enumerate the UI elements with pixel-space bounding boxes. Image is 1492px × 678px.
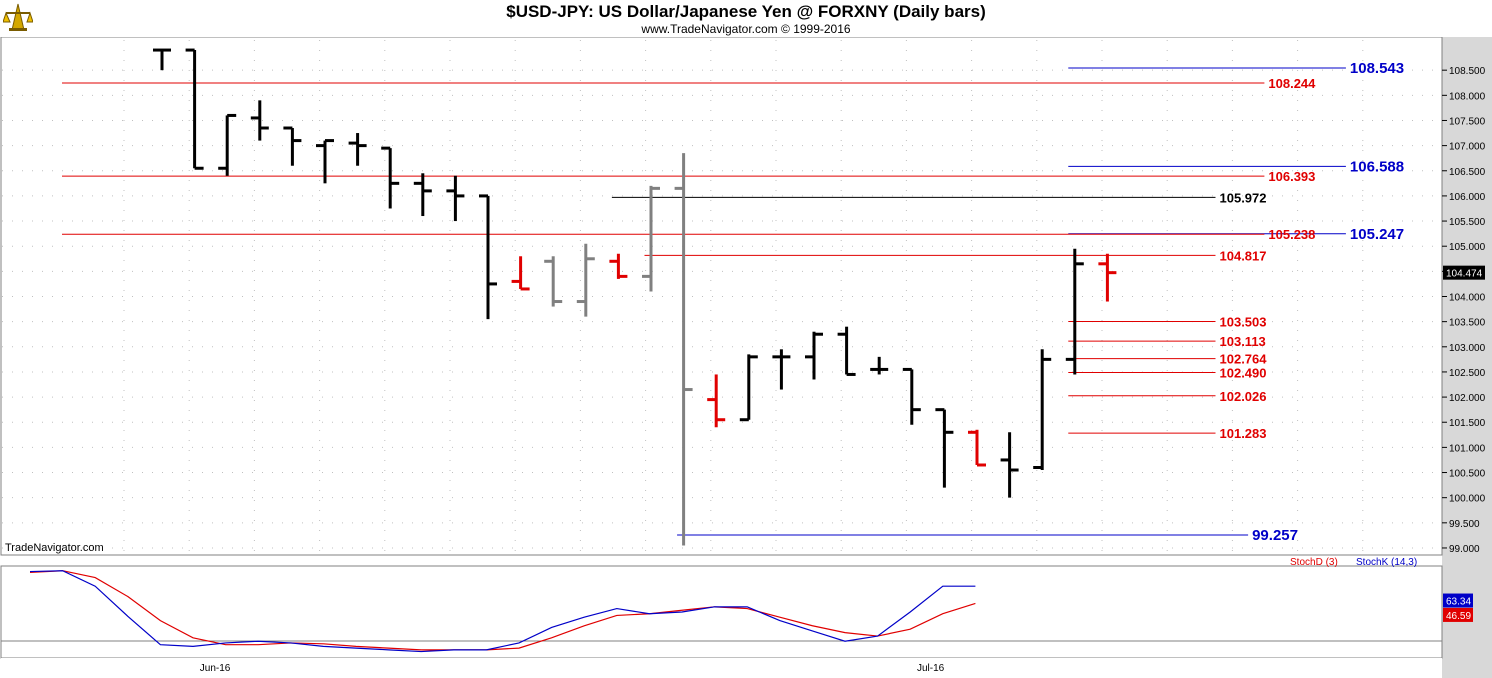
ohlc-bar (674, 153, 693, 546)
ohlc-bar (348, 133, 367, 166)
y-tick-label: 99.000 (1449, 544, 1480, 555)
ohlc-bar (381, 146, 400, 209)
ohlc-bar (218, 113, 237, 176)
ohlc-bar (1098, 253, 1117, 302)
y-tick-label: 104.000 (1449, 293, 1486, 304)
level-label: 108.244 (1268, 76, 1316, 91)
level-label: 106.588 (1350, 158, 1404, 175)
y-tick-label: 108.000 (1449, 91, 1486, 102)
stoch-k-value: 63.34 (1446, 597, 1471, 608)
level-label: 103.113 (1220, 334, 1266, 349)
y-tick-label: 106.000 (1449, 192, 1486, 203)
ohlc-bar (1033, 349, 1052, 471)
ohlc-bar (968, 429, 986, 467)
level-label: 105.247 (1350, 226, 1404, 243)
ohlc-bar (479, 194, 497, 320)
ohlc-bar (511, 256, 530, 291)
ohlc-bar (250, 100, 269, 141)
chart-subtitle: www.TradeNavigator.com © 1999-2016 (641, 22, 851, 36)
level-label: 101.283 (1220, 426, 1267, 441)
ohlc-bar (772, 349, 791, 390)
stochastic-lines: 63.34 46.59 (29, 570, 1473, 653)
ohlc-bar (185, 48, 204, 170)
date-axis-ticks: Jun-16 Jul-16 (200, 663, 945, 674)
ohlc-bar (413, 173, 432, 217)
ohlc-bar (805, 331, 823, 380)
y-tick-label: 107.000 (1449, 142, 1486, 153)
y-tick-label: 106.500 (1449, 167, 1486, 178)
legend-stoch-k: StochK (14,3) (1356, 557, 1417, 568)
ohlc-bar (902, 367, 921, 425)
tradenavigator-logo-icon (3, 3, 33, 31)
legend-stoch-d: StochD (3) (1290, 557, 1338, 568)
y-tick-label: 99.500 (1449, 519, 1480, 530)
stoch-d-value: 46.59 (1446, 611, 1471, 622)
y-tick-label: 102.000 (1449, 393, 1486, 404)
x-tick-label: Jun-16 (200, 663, 231, 674)
ohlc-bar (935, 408, 954, 488)
ohlc-bar (870, 356, 889, 375)
chart-title: $USD-JPY: US Dollar/Japanese Yen @ FORXN… (506, 2, 986, 21)
ohlc-bar (739, 354, 758, 422)
ohlc-bar (1000, 432, 1019, 498)
level-label: 103.503 (1220, 314, 1267, 329)
y-tick-label: 101.500 (1449, 418, 1486, 429)
level-label: 104.817 (1220, 248, 1267, 263)
y-tick-label: 107.500 (1449, 116, 1486, 127)
y-tick-label: 100.000 (1449, 494, 1486, 505)
ohlc-bar (316, 139, 334, 184)
level-label: 102.490 (1220, 365, 1267, 380)
level-label: 102.764 (1220, 352, 1268, 367)
y-tick-label: 103.500 (1449, 318, 1486, 329)
stoch-k-value-box (1443, 593, 1473, 608)
y-tick-label: 108.500 (1449, 66, 1486, 77)
level-label: 105.238 (1268, 227, 1315, 242)
ohlc-bar (544, 256, 563, 307)
y-tick-label: 100.500 (1449, 469, 1486, 480)
y-tick-label: 103.000 (1449, 343, 1486, 354)
ohlc-bar (837, 326, 856, 376)
last-price-box (1443, 265, 1485, 280)
ohlc-bar (283, 126, 302, 166)
ohlc-bar (707, 374, 726, 428)
ohlc-bar (609, 253, 628, 279)
x-tick-label: Jul-16 (917, 663, 945, 674)
level-label: 105.972 (1220, 190, 1267, 205)
y-tick-label: 102.500 (1449, 368, 1486, 379)
level-label: 102.026 (1220, 389, 1267, 404)
watermark: TradeNavigator.com (5, 542, 104, 554)
stoch-d-line (29, 570, 976, 651)
stoch-d-value-box (1443, 607, 1473, 622)
y-tick-label: 105.500 (1449, 217, 1486, 228)
ohlc-bar (1065, 248, 1084, 375)
ohlc-bar (153, 48, 171, 71)
stoch-k-line (29, 570, 976, 653)
level-label: 99.257 (1252, 527, 1298, 544)
ohlc-bar (446, 175, 465, 222)
last-price-label: 104.474 (1446, 269, 1483, 280)
right-margin (1442, 37, 1492, 678)
price-panel (0, 36, 1443, 556)
price-bars (153, 48, 1117, 546)
date-axis (1, 658, 1442, 678)
chart-header: $USD-JPY: US Dollar/Japanese Yen @ FORXN… (0, 0, 1492, 37)
ohlc-bar (642, 185, 660, 292)
y-tick-label: 105.000 (1449, 242, 1486, 253)
price-axis: 108.500 108.000 107.500 107.000 106.500 106.0… (1442, 66, 1486, 555)
level-label: 106.393 (1268, 169, 1315, 184)
y-tick-label: 101.000 (1449, 443, 1486, 454)
level-label: 108.543 (1350, 60, 1404, 77)
ohlc-bar (576, 243, 595, 317)
